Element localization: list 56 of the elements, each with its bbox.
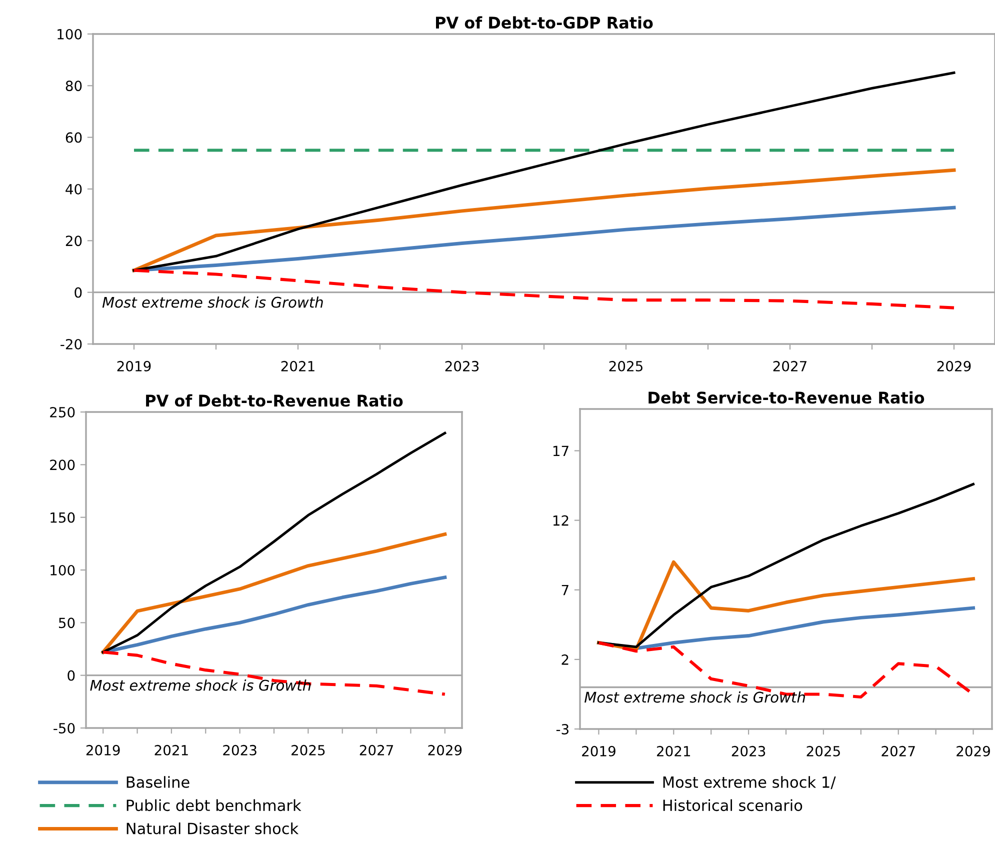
chart-title: PV of Debt-to-GDP Ratio (436, 16, 653, 29)
line-series (132, 206, 956, 272)
y-tick-label: 17 (553, 446, 568, 456)
y-tick-label: 200 (50, 460, 75, 470)
y-tick-label: 40 (66, 184, 82, 194)
legend-label: Natural Disaster shock (126, 822, 299, 834)
y-tick-label: 100 (58, 28, 82, 40)
line-series (102, 432, 446, 654)
x-tick-label: 2019 (582, 746, 616, 756)
y-tick-label: 250 (50, 406, 75, 418)
chart-title: PV of Debt-to-Revenue Ratio (146, 394, 403, 407)
annotation: Most extreme shock is Growth (102, 296, 323, 308)
y-tick-label: -20 (60, 338, 82, 350)
x-tick-label: 2021 (154, 744, 188, 756)
y-tick-label: 0 (74, 287, 82, 298)
y-tick-label: 80 (66, 80, 82, 92)
chart-title: Debt Service-to-Revenue Ratio (648, 391, 924, 404)
y-tick-label: 0 (68, 670, 75, 681)
line-series (132, 72, 956, 272)
x-tick-label: 2029 (956, 746, 990, 756)
x-tick-label: 2025 (292, 744, 325, 756)
legend-label: Historical scenario (663, 799, 802, 812)
x-tick-label: 2023 (445, 360, 479, 372)
line-series (597, 482, 975, 648)
x-tick-label: 2023 (732, 746, 766, 756)
x-tick-label: 2029 (937, 360, 971, 372)
x-tick-label: 2019 (117, 360, 151, 372)
legend-label: Public debt benchmark (126, 799, 302, 812)
x-tick-label: 2027 (360, 744, 394, 756)
y-tick-label: 50 (58, 618, 75, 628)
y-tick-label: -50 (54, 722, 75, 734)
y-tick-label: 60 (66, 132, 82, 143)
x-tick-label: 2025 (609, 360, 642, 372)
y-tick-label: 12 (553, 515, 568, 526)
y-tick-label: 2 (562, 654, 568, 665)
x-tick-label: 2029 (428, 744, 462, 756)
line-series (132, 168, 956, 272)
x-tick-label: 2023 (223, 744, 256, 756)
x-tick-label: 2027 (773, 360, 806, 372)
x-tick-label: 2027 (882, 746, 915, 756)
x-tick-label: 2021 (281, 360, 314, 372)
y-tick-label: 100 (50, 564, 75, 576)
y-tick-label: 20 (66, 236, 82, 246)
y-tick-label: 7 (562, 585, 568, 596)
annotation: Most extreme shock is Growth (90, 680, 311, 691)
line-series (101, 576, 447, 654)
x-tick-label: 2021 (656, 746, 690, 756)
x-tick-label: 2025 (806, 746, 840, 756)
x-tick-label: 2019 (86, 744, 120, 756)
y-tick-label: -3 (556, 724, 568, 734)
annotation: Most extreme shock is Growth (584, 691, 805, 703)
line-series (596, 560, 976, 652)
legend-label: Baseline (126, 776, 190, 788)
line-series (101, 532, 447, 654)
legend-label: Most extreme shock 1/ (663, 776, 836, 790)
y-tick-label: 150 (50, 512, 75, 523)
